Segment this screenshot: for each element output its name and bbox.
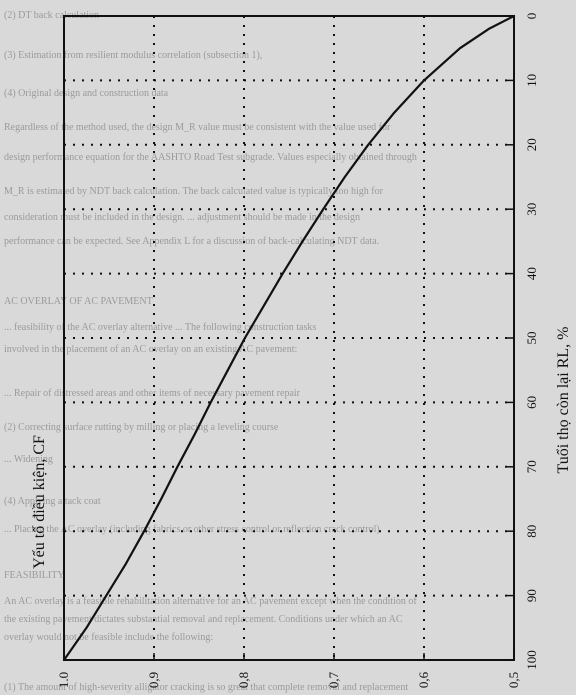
data-point <box>244 337 246 339</box>
background-text-line: ... Placing the AC overlay (including fa… <box>4 524 380 535</box>
x-tick-label: 100 <box>524 650 539 670</box>
data-point <box>322 208 325 210</box>
background-text-line: (2) Correcting surface rutting by millin… <box>4 422 279 433</box>
data-point <box>85 627 88 629</box>
background-text-line: consideration must be included in the de… <box>4 212 360 223</box>
data-point <box>143 530 145 532</box>
x-tick-labels: 0 10 20 30 40 50 60 70 80 90 100 <box>524 13 539 670</box>
y-tick-labels: 1.0 0,9 0,8 0,7 0,6 0,5 <box>56 671 521 688</box>
data-point <box>344 176 346 178</box>
data-point <box>459 47 461 49</box>
x-tick-label: 0 <box>524 13 539 20</box>
data-point <box>227 369 229 372</box>
background-text-line: ... feasibility of the AC overlay altern… <box>4 322 316 333</box>
data-point <box>193 433 196 436</box>
data-point <box>263 305 265 307</box>
background-text-line: design performance equation for the AASH… <box>4 152 417 163</box>
y-tick-label: 0,7 <box>326 671 341 688</box>
background-text-line: (4) Original design and construction dat… <box>4 88 169 99</box>
x-tick-label: 30 <box>524 203 539 216</box>
x-tick-label: 10 <box>524 74 539 87</box>
chart-grid <box>64 16 514 660</box>
background-text-line: overlay would not be feasible include th… <box>4 632 213 643</box>
background-text-line: (3) Estimation from resilient modulus co… <box>4 50 262 61</box>
data-point <box>393 111 396 114</box>
y-tick-label: 0,6 <box>416 671 431 688</box>
background-text-line: AC OVERLAY OF AC PAVEMENT <box>4 296 153 307</box>
y-tick-label: 0,5 <box>506 672 521 688</box>
series-line-cf-vs-rl <box>62 14 516 662</box>
x-tick-label: 20 <box>524 138 539 151</box>
background-text-line: M_R is estimated by NDT back calculation… <box>4 186 384 197</box>
data-point <box>488 28 490 30</box>
x-tick-label: 90 <box>524 589 539 602</box>
background-text-line: Regardless of the method used, the desig… <box>4 122 391 133</box>
x-tick-label: 60 <box>524 396 539 409</box>
background-text-line: the existing pavement dictates substanti… <box>4 614 403 625</box>
background-faded-text: (2) DT back calculation (3) Estimation fr… <box>4 10 417 693</box>
y-axis-title: Yếu tố điều kiện, CF <box>31 435 48 569</box>
background-text-line: An AC overlay is a feasible rehabilitati… <box>4 596 417 607</box>
background-text-line: involved in the placement of an AC overl… <box>4 344 297 355</box>
x-tick-label: 40 <box>524 267 539 280</box>
background-text-line: ... Widening <box>4 454 53 465</box>
y-tick-label: 1.0 <box>56 672 71 688</box>
x-tick-label: 80 <box>524 525 539 538</box>
tick-marks <box>63 15 515 661</box>
background-text-line: ... Repair of distressed areas and other… <box>4 388 301 399</box>
background-text-line: performance can be expected. See Appendi… <box>4 236 379 247</box>
background-text-line: (4) Applying a tack coat <box>4 496 101 507</box>
data-point <box>367 144 370 146</box>
data-point <box>176 466 179 468</box>
background-text-line: (1) The amount of high-severity alligato… <box>4 682 408 693</box>
data-point <box>63 659 65 661</box>
data-point <box>125 562 127 565</box>
background-text-line: FEASIBILITY <box>4 570 65 581</box>
data-point <box>513 15 515 17</box>
x-axis-title: Tuổi thọ còn lại RL, % <box>555 327 572 474</box>
data-point <box>105 594 108 597</box>
x-tick-label: 70 <box>524 460 539 473</box>
data-point <box>209 401 212 404</box>
series-layer <box>62 14 516 662</box>
x-tick-label: 50 <box>524 332 539 345</box>
data-point <box>281 272 284 275</box>
y-tick-label: 0,8 <box>236 672 251 688</box>
background-text-line: (2) DT back calculation <box>4 10 99 21</box>
data-point <box>423 79 425 82</box>
y-tick-label: 0,9 <box>146 672 161 688</box>
data-point <box>160 498 162 500</box>
data-point <box>301 240 304 243</box>
